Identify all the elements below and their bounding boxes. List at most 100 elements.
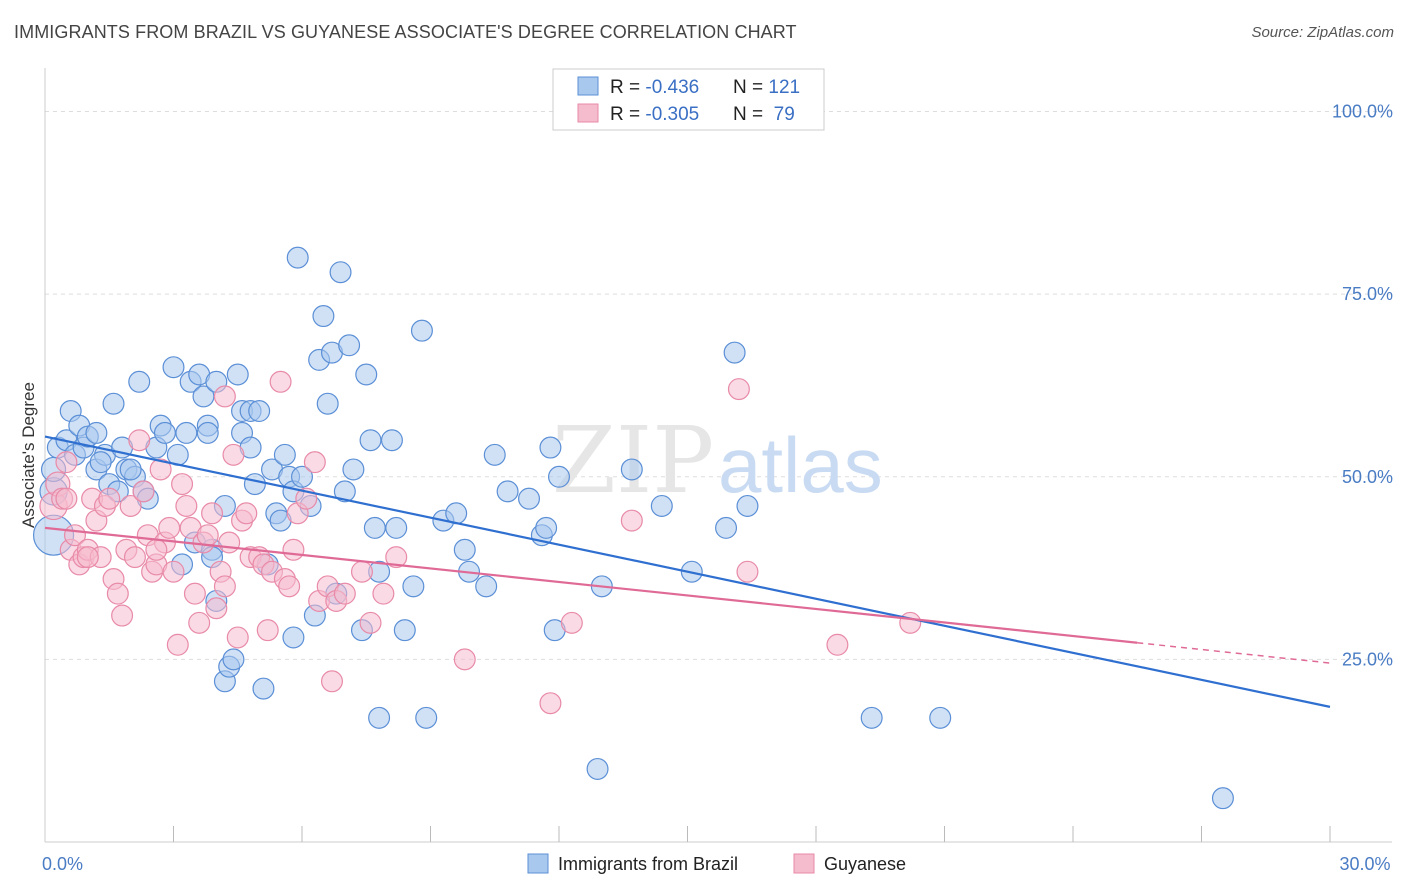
legend-swatch-guyanese [577,103,599,123]
brazil-point-54 [273,443,296,466]
guyanese-point-75 [76,546,99,569]
legend-r-value-2: -0.305 [645,104,699,125]
brazil-point-64 [316,392,339,415]
guyanese-point-3 [55,487,78,510]
brazil-point-72 [355,363,378,386]
guyanese-point-31 [175,494,198,517]
guyanese-point-72 [736,560,759,583]
brazil-point-106 [1211,787,1234,810]
bottom-legend-swatch-guyanese [793,853,815,874]
guyanese-point-37 [201,502,224,525]
svg-text:N = 79: N = 79 [733,104,795,125]
brazil-point-87 [475,575,498,598]
guyanese-trend-extension [1137,642,1331,664]
legend-n-label-1: N = [733,77,768,98]
brazil-point-56 [282,626,305,649]
y-tick-labels: 100.0% 75.0% 50.0% 25.0% [1332,102,1393,670]
brazil-point-103 [736,494,759,517]
brazil-point-74 [363,516,386,539]
brazil-point-104 [860,706,883,729]
guyanese-point-21 [132,480,155,503]
guyanese-point-71 [727,378,750,401]
chart-source: Source: ZipAtlas.com [1251,24,1394,41]
guyanese-point-69 [560,611,583,634]
watermark-atlas: atlas [718,421,883,509]
guyanese-point-78 [55,451,78,474]
legend-r-label-1: R = [610,77,645,98]
brazil-point-10 [85,421,108,444]
brazil-trend-line [44,435,1331,708]
brazil-point-73 [359,429,382,452]
guyanese-point-70 [620,509,643,532]
guyanese-point-36 [196,524,219,547]
brazil-point-28 [175,421,198,444]
brazil-point-78 [385,516,408,539]
brazil-point-25 [162,356,185,379]
guyanese-point-29 [166,633,189,656]
brazil-point-49 [252,677,275,700]
guyanese-point-20 [128,429,151,452]
guyanese-point-67 [453,648,476,671]
guyanese-point-76 [145,538,168,561]
brazil-point-108 [89,451,112,474]
correlation-legend: R = -0.436 N = 121 R = -0.305 N = 79 [552,68,825,131]
guyanese-point-74 [899,611,922,634]
brazil-point-58 [286,246,309,269]
brazil-point-89 [496,480,519,503]
guyanese-point-53 [278,575,301,598]
brazil-point-99 [650,494,673,517]
brazil-point-19 [128,370,151,393]
guyanese-point-49 [256,619,279,642]
brazil-point-41 [222,648,245,671]
series-legend: Immigrants from Brazil Guyanese [527,853,906,874]
brazil-point-90 [518,487,541,510]
brazil-point-14 [102,392,125,415]
y-tick-label-1: 75.0% [1342,284,1393,304]
guyanese-point-34 [188,611,211,634]
guyanese-point-68 [539,692,562,715]
brazil-point-92 [535,516,558,539]
brazil-point-79 [393,619,416,642]
svg-text:N = 121: N = 121 [733,77,800,98]
brazil-point-32 [192,385,215,408]
brazil-point-101 [715,516,738,539]
legend-r-value-1: -0.436 [645,77,699,98]
brazil-point-93 [539,436,562,459]
guyanese-point-51 [269,370,292,393]
brazil-point-67 [329,261,352,284]
brazil-point-85 [453,538,476,561]
brazil-point-95 [547,465,570,488]
y-axis-label: Associate's Degree [19,382,38,528]
guyanese-point-28 [162,560,185,583]
guyanese-point-63 [350,560,373,583]
trend-lines [44,435,1331,708]
guyanese-point-43 [226,626,249,649]
guyanese-point-64 [359,611,382,634]
legend-n-value-1: 121 [768,77,800,98]
bottom-legend-guyanese: Guyanese [824,854,906,874]
guyanese-point-57 [303,451,326,474]
brazil-point-105 [929,706,952,729]
brazil-point-63 [312,305,335,328]
brazil-point-77 [380,429,403,452]
svg-text:R = -0.305: R = -0.305 [610,104,699,125]
brazil-point-96 [586,757,609,780]
brazil-point-81 [410,319,433,342]
guyanese-point-73 [826,633,849,656]
brazil-point-59 [291,465,314,488]
x-tick-labels: 0.0% 30.0% [42,854,1391,874]
guyanese-point-15 [106,582,129,605]
guyanese-point-62 [333,582,356,605]
guyanese-point-41 [218,531,241,554]
guyanese-point-77 [213,385,236,408]
guyanese-point-65 [372,582,395,605]
guyanese-point-30 [171,473,194,496]
guyanese-point-18 [119,494,142,517]
brazil-point-68 [333,480,356,503]
brazil-point-82 [415,706,438,729]
svg-text:R = -0.436: R = -0.436 [610,77,699,98]
brazil-point-109 [119,458,142,481]
brazil-point-69 [338,334,361,357]
guyanese-point-33 [183,582,206,605]
brazil-point-70 [342,458,365,481]
